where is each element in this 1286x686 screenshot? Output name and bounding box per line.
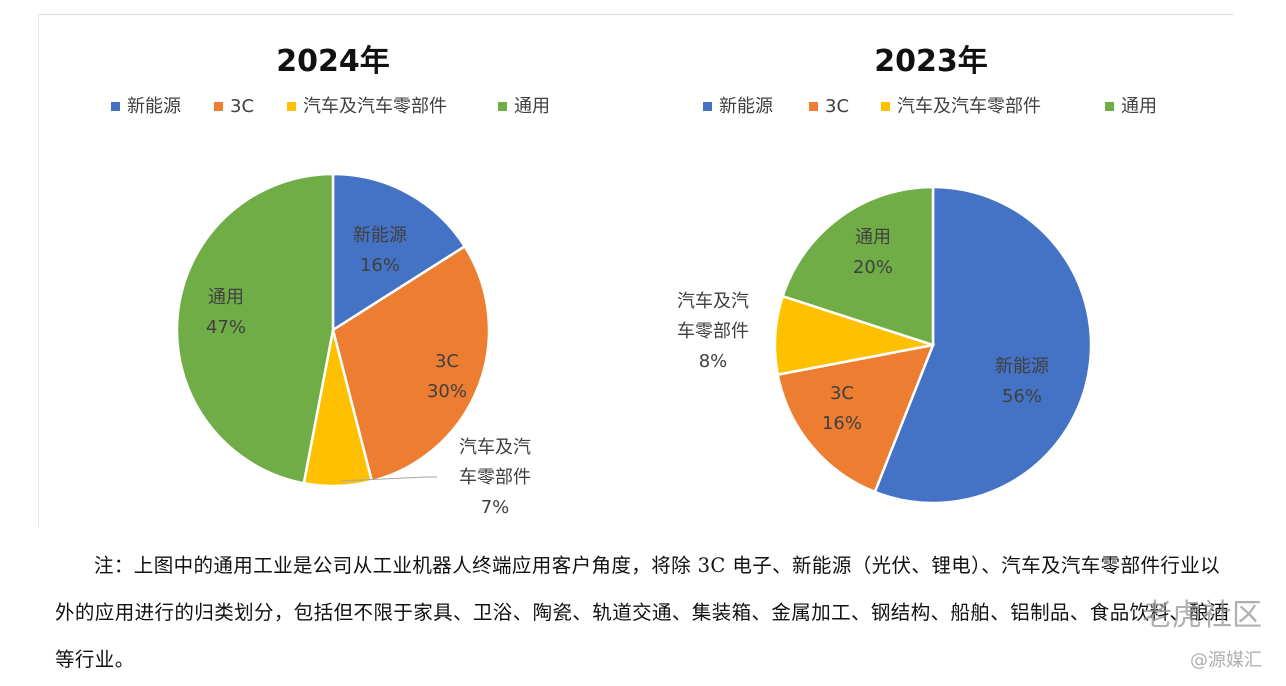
- pie-slice: [781, 185, 935, 347]
- legend-label: 3C: [230, 96, 254, 117]
- chart-title: 2024年: [276, 44, 390, 79]
- legend-label: 3C: [825, 96, 849, 117]
- legend-swatch: [287, 102, 296, 111]
- legend-label: 汽车及汽车零部件: [897, 96, 1041, 117]
- legend-swatch: [498, 102, 507, 111]
- legend-swatch: [111, 102, 120, 111]
- slice-label: 汽车及汽车零部件 7%: [459, 437, 531, 518]
- chart-title: 2023年: [874, 44, 988, 79]
- pie-slice: [776, 343, 935, 494]
- slice-label: 3C 16%: [822, 383, 862, 434]
- slice-label: 新能源 56%: [995, 356, 1049, 407]
- pie-slice: [175, 172, 335, 485]
- pie-slice: [331, 172, 467, 333]
- legend-swatch: [214, 102, 223, 111]
- legend-label: 通用: [514, 96, 550, 117]
- legend-label: 新能源: [719, 96, 773, 117]
- watermark-handle: @源媒汇: [1190, 650, 1262, 671]
- legend-swatch: [703, 102, 712, 111]
- slice-label: 通用 20%: [853, 227, 893, 278]
- watermark-logo-text: 老虎社区: [1142, 598, 1262, 633]
- legend-label: 汽车及汽车零部件: [303, 96, 447, 117]
- legend-swatch: [809, 102, 818, 111]
- leader-line: [340, 476, 437, 482]
- legend-swatch: [1105, 102, 1114, 111]
- slice-label: 汽车及汽车零部件 8%: [677, 291, 749, 372]
- legend-label: 新能源: [127, 96, 181, 117]
- footnote: 注：上图中的通用工业是公司从工业机器人终端应用客户角度，将除 3C 电子、新能源…: [55, 554, 1230, 671]
- slice-label: 3C 30%: [427, 351, 467, 402]
- slice-label: 新能源 16%: [353, 225, 407, 276]
- legend-label: 通用: [1121, 96, 1157, 117]
- legend-swatch: [881, 102, 890, 111]
- pie-slice: [331, 244, 491, 483]
- chart-area: 2024年新能源 3C 汽车及汽车零部件 通用新能源 16% 3C 30% 汽车及汽车零部件 7…: [38, 14, 1233, 527]
- pie-slice: [873, 185, 1093, 505]
- slice-label: 通用 47%: [206, 287, 246, 338]
